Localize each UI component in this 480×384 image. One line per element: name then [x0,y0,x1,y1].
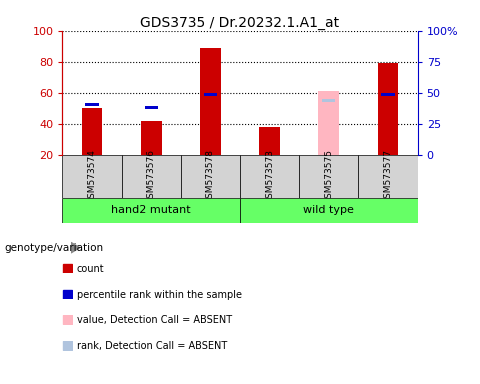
Bar [318,91,339,155]
Bar [62,198,240,223]
Title: GDS3735 / Dr.20232.1.A1_at: GDS3735 / Dr.20232.1.A1_at [141,16,339,30]
Bar [359,155,418,198]
Bar [322,99,336,102]
Bar [82,109,102,155]
Bar [378,63,398,155]
Text: GSM573573: GSM573573 [265,149,274,204]
Text: rank, Detection Call = ABSENT: rank, Detection Call = ABSENT [77,341,227,351]
Bar [62,155,121,198]
Text: genotype/variation: genotype/variation [5,243,104,253]
Text: count: count [77,264,105,274]
Text: GSM573574: GSM573574 [87,149,96,204]
Bar [382,93,395,96]
Bar [141,121,162,155]
Bar [85,103,98,106]
Bar [204,93,217,96]
Bar [144,106,158,109]
Bar [259,127,280,155]
Text: value, Detection Call = ABSENT: value, Detection Call = ABSENT [77,315,232,325]
Text: percentile rank within the sample: percentile rank within the sample [77,290,242,300]
Bar [181,155,240,198]
Text: hand2 mutant: hand2 mutant [111,205,191,215]
Bar [121,155,181,198]
Bar [200,48,221,155]
Text: wild type: wild type [303,205,354,215]
Text: GSM573578: GSM573578 [206,149,215,204]
Polygon shape [71,242,80,253]
Text: GSM573576: GSM573576 [147,149,156,204]
Bar [240,198,418,223]
Bar [299,155,359,198]
Text: GSM573577: GSM573577 [384,149,393,204]
Bar [240,155,299,198]
Text: GSM573575: GSM573575 [324,149,333,204]
